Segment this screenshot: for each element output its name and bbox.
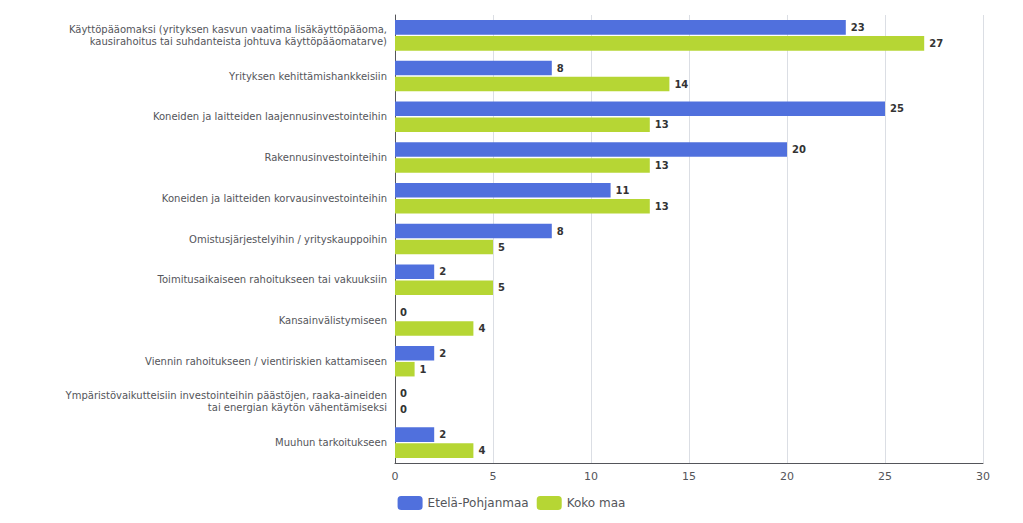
svg-text:Yrityksen kehittämishankkeisii: Yrityksen kehittämishankkeisiin — [228, 71, 387, 82]
svg-text:5: 5 — [498, 242, 505, 253]
svg-text:15: 15 — [682, 470, 696, 483]
svg-text:tai energian käytön vähentämis: tai energian käytön vähentämiseksi — [208, 402, 387, 413]
svg-text:5: 5 — [490, 470, 497, 483]
svg-text:0: 0 — [400, 307, 407, 318]
svg-text:Etelä-Pohjanmaa: Etelä-Pohjanmaa — [428, 496, 529, 510]
svg-text:Ympäristövaikutteisiin investo: Ympäristövaikutteisiin investointeihin p… — [65, 390, 387, 401]
svg-text:4: 4 — [478, 323, 485, 334]
svg-text:20: 20 — [780, 470, 794, 483]
svg-text:Muuhun tarkoitukseen: Muuhun tarkoitukseen — [275, 437, 387, 448]
svg-text:8: 8 — [557, 226, 564, 237]
svg-text:13: 13 — [655, 201, 669, 212]
svg-text:25: 25 — [878, 470, 892, 483]
svg-text:Koneiden ja laitteiden korvaus: Koneiden ja laitteiden korvausinvestoint… — [162, 193, 387, 204]
svg-text:kausirahoitus tai suhdanteista: kausirahoitus tai suhdanteista johtuva k… — [90, 36, 387, 47]
svg-text:13: 13 — [655, 119, 669, 130]
svg-text:Toimitusaikaiseen rahoitukseen: Toimitusaikaiseen rahoitukseen tai vakuu… — [157, 274, 387, 285]
svg-text:14: 14 — [674, 79, 688, 90]
svg-text:5: 5 — [498, 282, 505, 293]
svg-text:30: 30 — [976, 470, 990, 483]
svg-text:Rakennusinvestointeihin: Rakennusinvestointeihin — [264, 152, 387, 163]
svg-text:1: 1 — [420, 364, 427, 375]
svg-text:8: 8 — [557, 63, 564, 74]
svg-text:0: 0 — [392, 470, 399, 483]
svg-text:Koko maa: Koko maa — [567, 496, 626, 510]
svg-text:Viennin rahoitukseen / vientir: Viennin rahoitukseen / vientiriskien kat… — [145, 356, 387, 367]
svg-text:Omistusjärjestelyihin / yritys: Omistusjärjestelyihin / yrityskauppoihin — [189, 234, 387, 245]
svg-text:27: 27 — [929, 38, 943, 49]
svg-text:13: 13 — [655, 160, 669, 171]
svg-text:Kansainvälistymiseen: Kansainvälistymiseen — [279, 315, 387, 326]
svg-text:Koneiden ja laitteiden laajenn: Koneiden ja laitteiden laajennusinvestoi… — [153, 111, 387, 122]
svg-text:0: 0 — [400, 388, 407, 399]
svg-text:23: 23 — [851, 22, 865, 33]
svg-text:Käyttöpääomaksi (yrityksen kas: Käyttöpääomaksi (yrityksen kasvun vaatim… — [69, 24, 387, 35]
svg-text:25: 25 — [890, 103, 904, 114]
svg-text:2: 2 — [439, 266, 446, 277]
svg-text:2: 2 — [439, 429, 446, 440]
svg-text:4: 4 — [478, 445, 485, 456]
svg-text:11: 11 — [616, 185, 630, 196]
svg-text:20: 20 — [792, 144, 806, 155]
svg-text:2: 2 — [439, 348, 446, 359]
svg-text:10: 10 — [584, 470, 598, 483]
svg-text:0: 0 — [400, 404, 407, 415]
